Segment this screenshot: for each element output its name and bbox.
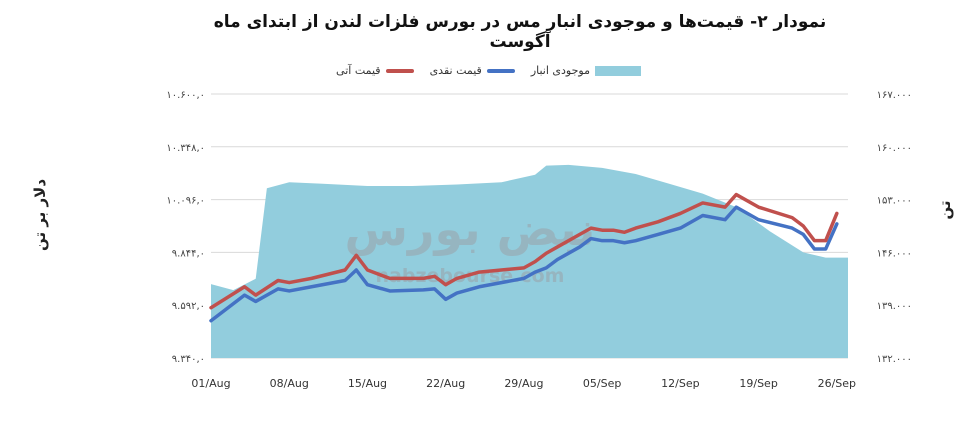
x-tick-label: 19/Sep: [739, 377, 777, 390]
legend-item-area: موجودی انبار: [531, 64, 641, 77]
area-layer: [211, 164, 848, 358]
y-left-tick-label: ۱۰.۰۹۶,۰: [166, 196, 205, 207]
y-right-tick-label: ۱۳۹.۰۰۰: [877, 301, 912, 312]
series-area-inventory: [211, 164, 848, 358]
legend-item-spot: قیمت نقدی: [430, 64, 515, 77]
legend: موجودی انبار قیمت نقدی قیمت آتی: [0, 64, 977, 77]
legend-swatch-area: [594, 65, 641, 76]
legend-swatch-spot: [486, 68, 515, 73]
legend-label-area: موجودی انبار: [530, 64, 590, 77]
legend-item-future: قیمت آتی: [336, 64, 414, 77]
lines-layer: [209, 192, 839, 323]
x-tick-label: 22/Aug: [426, 377, 465, 390]
x-tick-label: 05/Sep: [583, 377, 621, 390]
x-tick-label: 15/Aug: [348, 377, 387, 390]
right-axis-ticks: ۱۳۲.۰۰۰ ۱۳۹.۰۰۰ ۱۴۶.۰۰۰ ۱۵۳.۰۰۰ ۱۶۰.۰۰۰ ۱۶۷.۰…: [877, 90, 912, 365]
x-tick-label: 26/Sep: [818, 377, 856, 390]
y-right-tick-label: ۱۳۲.۰۰۰: [877, 354, 912, 365]
x-tick-label: 12/Sep: [661, 377, 699, 390]
legend-label-future: قیمت آتی: [336, 64, 381, 77]
legend-swatch-future: [385, 68, 414, 73]
y-right-tick-label: ۱۶۷.۰۰۰: [877, 90, 912, 101]
left-axis-ticks: ۹.۳۴۰,۰ ۹.۵۹۲,۰ ۹.۸۴۴,۰ ۱۰.۰۹۶,۰ ۱۰.۳۴۸,۰ ۱۰.…: [166, 90, 205, 365]
y-left-tick-label: ۱۰.۶۰۰,۰: [166, 90, 205, 101]
legend-label-spot: قیمت نقدی: [429, 64, 482, 77]
watermark: نبض بورس nabzebourse.com: [345, 202, 596, 287]
y-left-tick-label: ۱۰.۳۴۸,۰: [166, 143, 205, 154]
x-tick-label: 29/Aug: [504, 377, 543, 390]
chart-title: نمودار ۲- قیمت‌ها و موجودی انبار مس در ب…: [213, 12, 827, 52]
x-tick-label: 08/Aug: [270, 377, 309, 390]
y-right-tick-label: ۱۵۳.۰۰۰: [877, 196, 912, 207]
y-right-tick-label: ۱۶۰.۰۰۰: [877, 143, 912, 154]
series-line-spot: [209, 205, 839, 323]
x-axis-ticks: 01/Aug 08/Aug 15/Aug 22/Aug 29/Aug 05/Sep 12/S…: [191, 377, 856, 390]
y-left-tick-label: ۹.۳۴۰,۰: [172, 354, 205, 365]
y-left-tick-label: ۹.۸۴۴,۰: [172, 248, 205, 259]
x-tick-label: 01/Aug: [191, 377, 230, 390]
series-line-future: [209, 192, 839, 310]
watermark-brand: نبض بورس: [345, 202, 596, 256]
y-left-tick-label: ۹.۵۹۲,۰: [172, 301, 205, 312]
y-right-tick-label: ۱۴۶.۰۰۰: [877, 248, 912, 259]
